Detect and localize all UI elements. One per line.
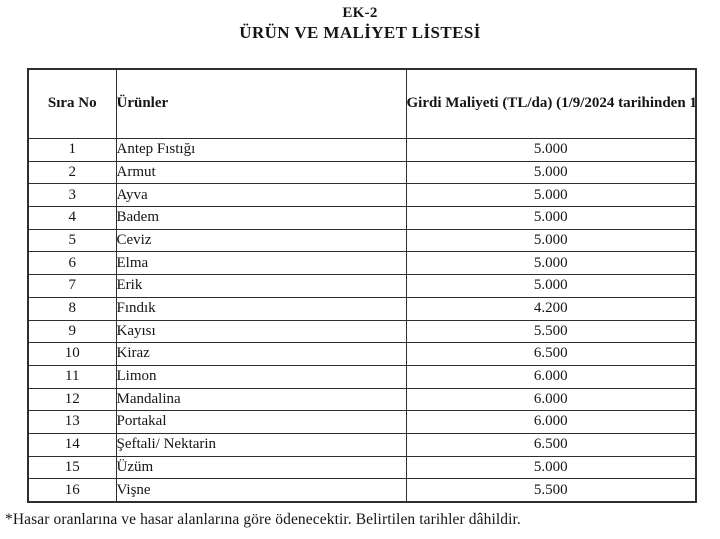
table-row: 15 Üzüm 5.000 bbox=[27, 455, 697, 480]
cell-maliyet: 5.500 bbox=[405, 319, 697, 344]
table-row: 10 Kiraz 6.500 bbox=[27, 342, 697, 366]
cell-maliyet: 5.000 bbox=[405, 206, 697, 230]
cell-urun: Armut bbox=[115, 160, 407, 185]
cell-maliyet: 5.000 bbox=[405, 183, 697, 208]
cell-maliyet: 6.500 bbox=[405, 342, 697, 366]
cell-maliyet: 6.500 bbox=[405, 432, 697, 457]
table-row: 2 Armut 5.000 bbox=[27, 160, 697, 185]
cell-sira-no: 8 bbox=[27, 296, 117, 321]
table-row: 3 Ayva 5.000 bbox=[27, 183, 697, 208]
cell-maliyet: 6.000 bbox=[405, 387, 697, 412]
table-row: 9 Kayısı 5.500 bbox=[27, 319, 697, 344]
cell-urun: Şeftali/ Nektarin bbox=[115, 432, 407, 457]
table-header-row: Sıra No Ürünler Girdi Maliyeti (TL/da) (… bbox=[27, 68, 697, 139]
cell-maliyet: 5.500 bbox=[405, 478, 697, 503]
cell-sira-no: 7 bbox=[27, 274, 117, 298]
cell-sira-no: 16 bbox=[27, 478, 117, 503]
table-row: 1 Antep Fıstığı 5.000 bbox=[27, 138, 697, 162]
table-row: 11 Limon 6.000 bbox=[27, 364, 697, 389]
cell-sira-no: 11 bbox=[27, 364, 117, 389]
cell-urun: Portakal bbox=[115, 410, 407, 434]
cell-sira-no: 14 bbox=[27, 432, 117, 457]
cell-sira-no: 13 bbox=[27, 410, 117, 434]
cell-sira-no: 1 bbox=[27, 138, 117, 162]
page-subtitle: ÜRÜN VE MALİYET LİSTESİ bbox=[239, 23, 481, 42]
cell-sira-no: 3 bbox=[27, 183, 117, 208]
table-row: 12 Mandalina 6.000 bbox=[27, 387, 697, 412]
cell-urun: Limon bbox=[115, 364, 407, 389]
product-cost-table: Sıra No Ürünler Girdi Maliyeti (TL/da) (… bbox=[27, 68, 697, 503]
cell-maliyet: 5.000 bbox=[405, 251, 697, 276]
cell-sira-no: 15 bbox=[27, 455, 117, 480]
cell-urun: Üzüm bbox=[115, 455, 407, 480]
cell-urun: Ayva bbox=[115, 183, 407, 208]
cell-maliyet: 4.200 bbox=[405, 296, 697, 321]
cell-sira-no: 6 bbox=[27, 251, 117, 276]
cell-urun: Elma bbox=[115, 251, 407, 276]
cell-maliyet: 5.000 bbox=[405, 455, 697, 480]
header-urunler: Ürünler bbox=[115, 68, 407, 139]
table-row: 14 Şeftali/ Nektarin 6.500 bbox=[27, 432, 697, 457]
cell-maliyet: 6.000 bbox=[405, 364, 697, 389]
table-row: 16 Vişne 5.500 bbox=[27, 478, 697, 503]
cell-sira-no: 2 bbox=[27, 160, 117, 185]
cell-maliyet: 5.000 bbox=[405, 138, 697, 162]
cell-maliyet: 5.000 bbox=[405, 274, 697, 298]
cell-urun: Vişne bbox=[115, 478, 407, 503]
cell-maliyet: 5.000 bbox=[405, 160, 697, 185]
page-title: EK-2 bbox=[342, 5, 378, 21]
cell-sira-no: 5 bbox=[27, 228, 117, 253]
cell-sira-no: 10 bbox=[27, 342, 117, 366]
table-row: 5 Ceviz 5.000 bbox=[27, 228, 697, 253]
table-row: 8 Fındık 4.200 bbox=[27, 296, 697, 321]
header-sira-no: Sıra No bbox=[27, 68, 117, 139]
cell-urun: Erik bbox=[115, 274, 407, 298]
cell-sira-no: 4 bbox=[27, 206, 117, 230]
table-row: 7 Erik 5.000 bbox=[27, 274, 697, 298]
footnote: *Hasar oranlarına ve hasar alanlarına gö… bbox=[5, 511, 521, 528]
cell-urun: Mandalina bbox=[115, 387, 407, 412]
cell-urun: Antep Fıstığı bbox=[115, 138, 407, 162]
cell-maliyet: 6.000 bbox=[405, 410, 697, 434]
cell-sira-no: 12 bbox=[27, 387, 117, 412]
header-girdi-maliyeti: Girdi Maliyeti (TL/da) (1/9/2024 tarihin… bbox=[405, 68, 697, 139]
table-row: 4 Badem 5.000 bbox=[27, 206, 697, 230]
table-row: 13 Portakal 6.000 bbox=[27, 410, 697, 434]
cell-urun: Badem bbox=[115, 206, 407, 230]
cell-sira-no: 9 bbox=[27, 319, 117, 344]
cell-urun: Fındık bbox=[115, 296, 407, 321]
cell-urun: Ceviz bbox=[115, 228, 407, 253]
cell-maliyet: 5.000 bbox=[405, 228, 697, 253]
table-row: 6 Elma 5.000 bbox=[27, 251, 697, 276]
cell-urun: Kayısı bbox=[115, 319, 407, 344]
cell-urun: Kiraz bbox=[115, 342, 407, 366]
